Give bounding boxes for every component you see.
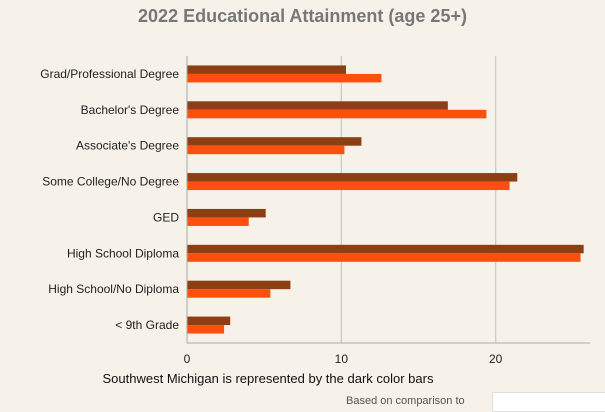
category-label: Some College/No Degree (42, 175, 179, 189)
gridlines (340, 56, 497, 343)
category-label: Bachelor's Degree (81, 103, 180, 117)
bar-series-1 (187, 173, 518, 182)
category-label: GED (153, 210, 179, 224)
bar-series-2 (187, 73, 382, 83)
bar-series-2 (187, 109, 487, 119)
x-tick-label-0: 0 (184, 352, 191, 366)
bar-series-2 (187, 145, 345, 155)
bar-series-1 (187, 137, 362, 146)
bar-series-1 (187, 244, 584, 254)
category-label: Grad/Professional Degree (40, 67, 179, 81)
bar-series-2 (187, 181, 510, 191)
chart-title: 2022 Educational Attainment (age 25+) (138, 6, 467, 26)
category-labels: Grad/Professional Degree Bachelor's Degre… (40, 67, 179, 332)
category-label: High School Diploma (67, 246, 179, 260)
comparison-select[interactable] (492, 392, 605, 412)
x-tick-label-20: 20 (489, 352, 503, 366)
bars (187, 65, 584, 334)
bar-series-2 (187, 289, 271, 298)
bar-series-2 (187, 253, 581, 262)
bar-series-1 (187, 316, 231, 326)
category-label: < 9th Grade (115, 318, 179, 332)
x-tick-label-10: 10 (335, 352, 349, 366)
bar-series-2 (187, 325, 225, 334)
comparison-label: Based on comparison to (346, 395, 465, 407)
bar-series-1 (187, 101, 448, 110)
category-label: Associate's Degree (76, 139, 179, 153)
bar-series-1 (187, 280, 291, 290)
bar-series-1 (187, 208, 266, 218)
bar-chart: Grad/Professional Degree Bachelor's Degre… (40, 56, 590, 366)
bar-series-2 (187, 217, 249, 226)
category-label: High School/No Diploma (48, 282, 179, 296)
bar-series-1 (187, 65, 346, 74)
chart-caption: Southwest Michigan is represented by the… (102, 371, 434, 386)
x-axis-ticks: 0 10 20 (184, 352, 503, 366)
